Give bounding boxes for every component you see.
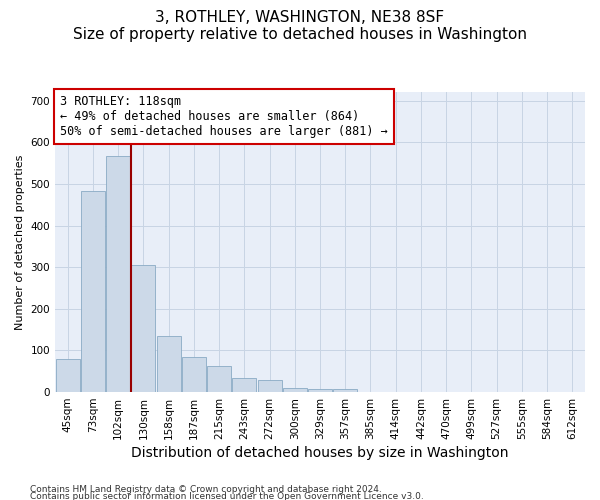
Bar — [106, 156, 130, 392]
Bar — [333, 388, 357, 392]
Text: 3 ROTHLEY: 118sqm
← 49% of detached houses are smaller (864)
50% of semi-detache: 3 ROTHLEY: 118sqm ← 49% of detached hous… — [61, 96, 388, 138]
X-axis label: Distribution of detached houses by size in Washington: Distribution of detached houses by size … — [131, 446, 509, 460]
Bar — [232, 378, 256, 392]
Bar — [207, 366, 231, 392]
Bar — [131, 265, 155, 392]
Text: 3, ROTHLEY, WASHINGTON, NE38 8SF
Size of property relative to detached houses in: 3, ROTHLEY, WASHINGTON, NE38 8SF Size of… — [73, 10, 527, 42]
Bar — [283, 388, 307, 392]
Text: Contains public sector information licensed under the Open Government Licence v3: Contains public sector information licen… — [30, 492, 424, 500]
Bar — [81, 191, 105, 392]
Bar — [257, 380, 281, 392]
Bar — [157, 336, 181, 392]
Text: Contains HM Land Registry data © Crown copyright and database right 2024.: Contains HM Land Registry data © Crown c… — [30, 486, 382, 494]
Y-axis label: Number of detached properties: Number of detached properties — [15, 154, 25, 330]
Bar — [308, 388, 332, 392]
Bar — [182, 356, 206, 392]
Bar — [56, 359, 80, 392]
